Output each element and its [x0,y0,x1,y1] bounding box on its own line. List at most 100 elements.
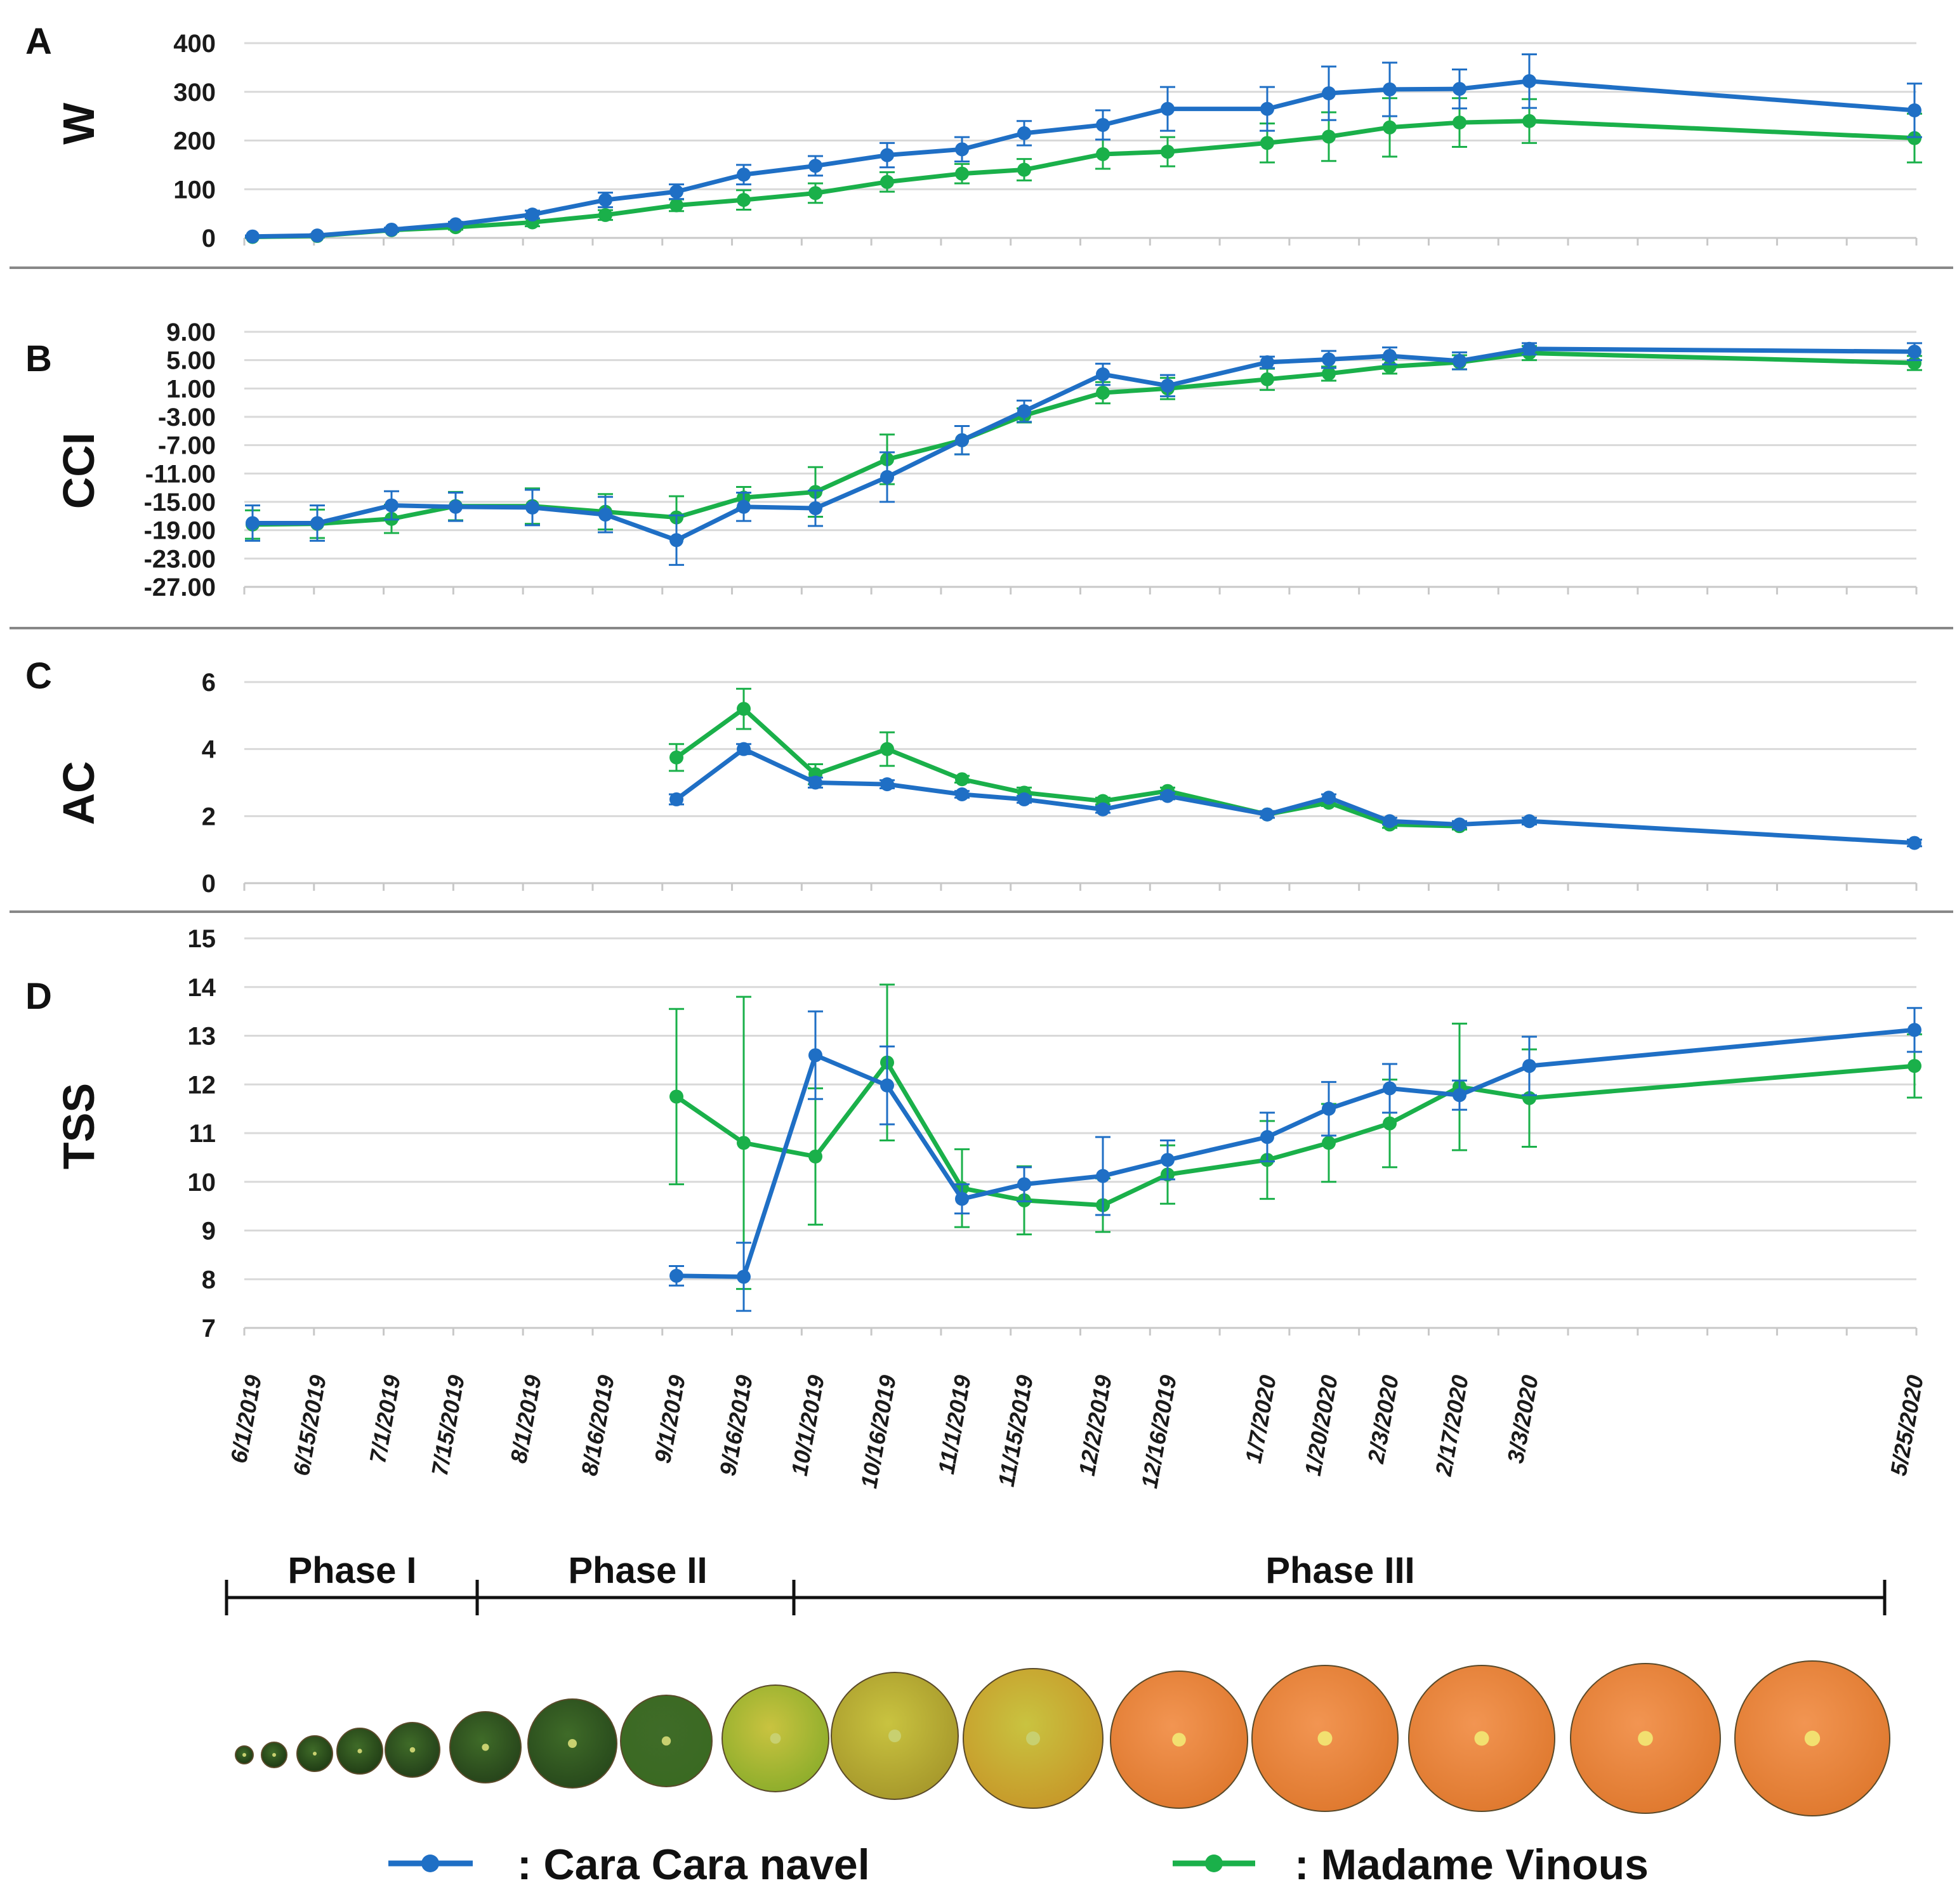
data-point [1161,102,1175,116]
y-tick-label: 4 [202,736,216,764]
y-tick-label: 0 [202,225,216,253]
fruit-stem-end [313,1752,317,1756]
date-label: 9/16/2019 [715,1373,758,1478]
phase-3-label: Phase III [1265,1550,1414,1591]
fruit-stem-end [1474,1731,1489,1746]
series-madame-vinous [245,345,1922,540]
panel-letter: D [25,976,52,1017]
data-point [808,159,822,173]
data-point [737,702,751,716]
date-label: 9/1/2019 [649,1373,690,1465]
data-point [1017,1177,1031,1192]
series-line [252,351,1915,527]
date-label: 12/2/2019 [1074,1373,1117,1478]
date-label: 7/1/2019 [364,1373,405,1465]
date-label: 1/7/2020 [1240,1373,1281,1465]
date-label: 6/15/2019 [288,1373,331,1478]
data-point [1522,814,1536,829]
fruit-stem-end [272,1753,276,1757]
data-point [1908,103,1921,117]
date-label: 1/20/2020 [1300,1373,1343,1478]
legend: : Cara Cara navel : Madame Vinous [388,1841,1649,1889]
series-cara-cara [245,341,1922,566]
data-point [955,433,969,447]
y-tick-label: 8 [202,1266,216,1294]
data-point [1260,102,1274,116]
fruit-stem-end [888,1730,901,1742]
y-tick-label: 7 [202,1315,216,1343]
y-tick-label: -19.00 [144,517,216,545]
series-line [253,346,1915,542]
data-point [1322,86,1336,101]
data-point [1322,791,1336,805]
y-tick-label: 1.00 [166,375,216,403]
data-point [385,498,399,513]
date-label: 2/17/2020 [1430,1373,1473,1478]
y-tick-label: 5.00 [166,347,216,375]
panel-letter: A [25,21,52,62]
y-axis-label: W [54,103,103,145]
data-point [1383,1116,1397,1131]
data-point [880,148,894,162]
data-point [1908,1059,1921,1073]
data-point [1453,817,1466,832]
data-point [737,499,751,514]
data-point [808,1149,822,1164]
series-line [252,79,1915,239]
legend-label-cara-cara: : Cara Cara navel [517,1841,870,1889]
data-point [808,775,822,790]
series-line [675,706,1460,829]
data-point [1522,114,1536,128]
y-tick-label: 300 [173,79,216,107]
panel-c: 6 4 2 0 C AC [25,655,1922,898]
data-point [737,1270,751,1284]
data-point [880,469,894,484]
data-point [955,1192,969,1206]
series-cara-cara [669,1007,1922,1312]
legend-marker-madame-vinous [1205,1855,1223,1872]
data-point [955,142,969,157]
y-tick-label: 12 [188,1071,216,1099]
panel-a: 400 300 200 100 0 AW [25,21,1922,253]
data-point [1522,74,1536,88]
panel-letter: B [25,338,52,379]
data-point [1383,814,1397,829]
y-tick-label: -23.00 [144,545,216,573]
y-tick-label: -3.00 [158,404,216,431]
data-point [1322,1136,1336,1150]
y-axis-label: TSS [54,1083,103,1169]
series-cara-cara [245,53,1922,244]
panel-b: 9.005.001.00-3.00-7.00-11.00-15.00-19.00… [25,318,1922,601]
data-point [598,207,612,222]
data-point [1260,136,1274,150]
data-point [955,787,969,801]
y-tick-label: -15.00 [144,489,216,516]
y-tick-label: -7.00 [158,432,216,460]
data-point [669,185,683,199]
date-label: 11/1/2019 [933,1373,976,1476]
data-point [1161,378,1175,393]
data-point [1383,120,1397,135]
data-point [880,777,894,792]
date-label: 3/3/2020 [1502,1373,1543,1465]
data-point [1453,115,1466,130]
y-tick-label: 400 [173,30,216,58]
data-point [808,501,822,516]
data-point [1908,131,1921,145]
date-label: 5/25/2020 [1885,1373,1928,1478]
y-tick-label: 0 [202,870,216,898]
date-label: 11/15/2019 [993,1373,1038,1488]
fruit-stem-end [242,1753,246,1757]
fruit-stem-end [1804,1730,1821,1747]
data-point [1260,372,1274,386]
data-point [1453,1088,1466,1103]
data-point [1017,404,1031,419]
y-axis-label: CCI [54,433,103,509]
data-point [737,1136,751,1150]
data-point [955,166,969,181]
data-point [1908,836,1921,850]
data-point [310,516,324,530]
date-axis: 6/1/2019 6/15/2019 7/1/2019 7/15/2019 8/1/20… [225,1373,1928,1490]
data-point [1522,1059,1536,1073]
y-tick-label: 100 [173,176,216,204]
